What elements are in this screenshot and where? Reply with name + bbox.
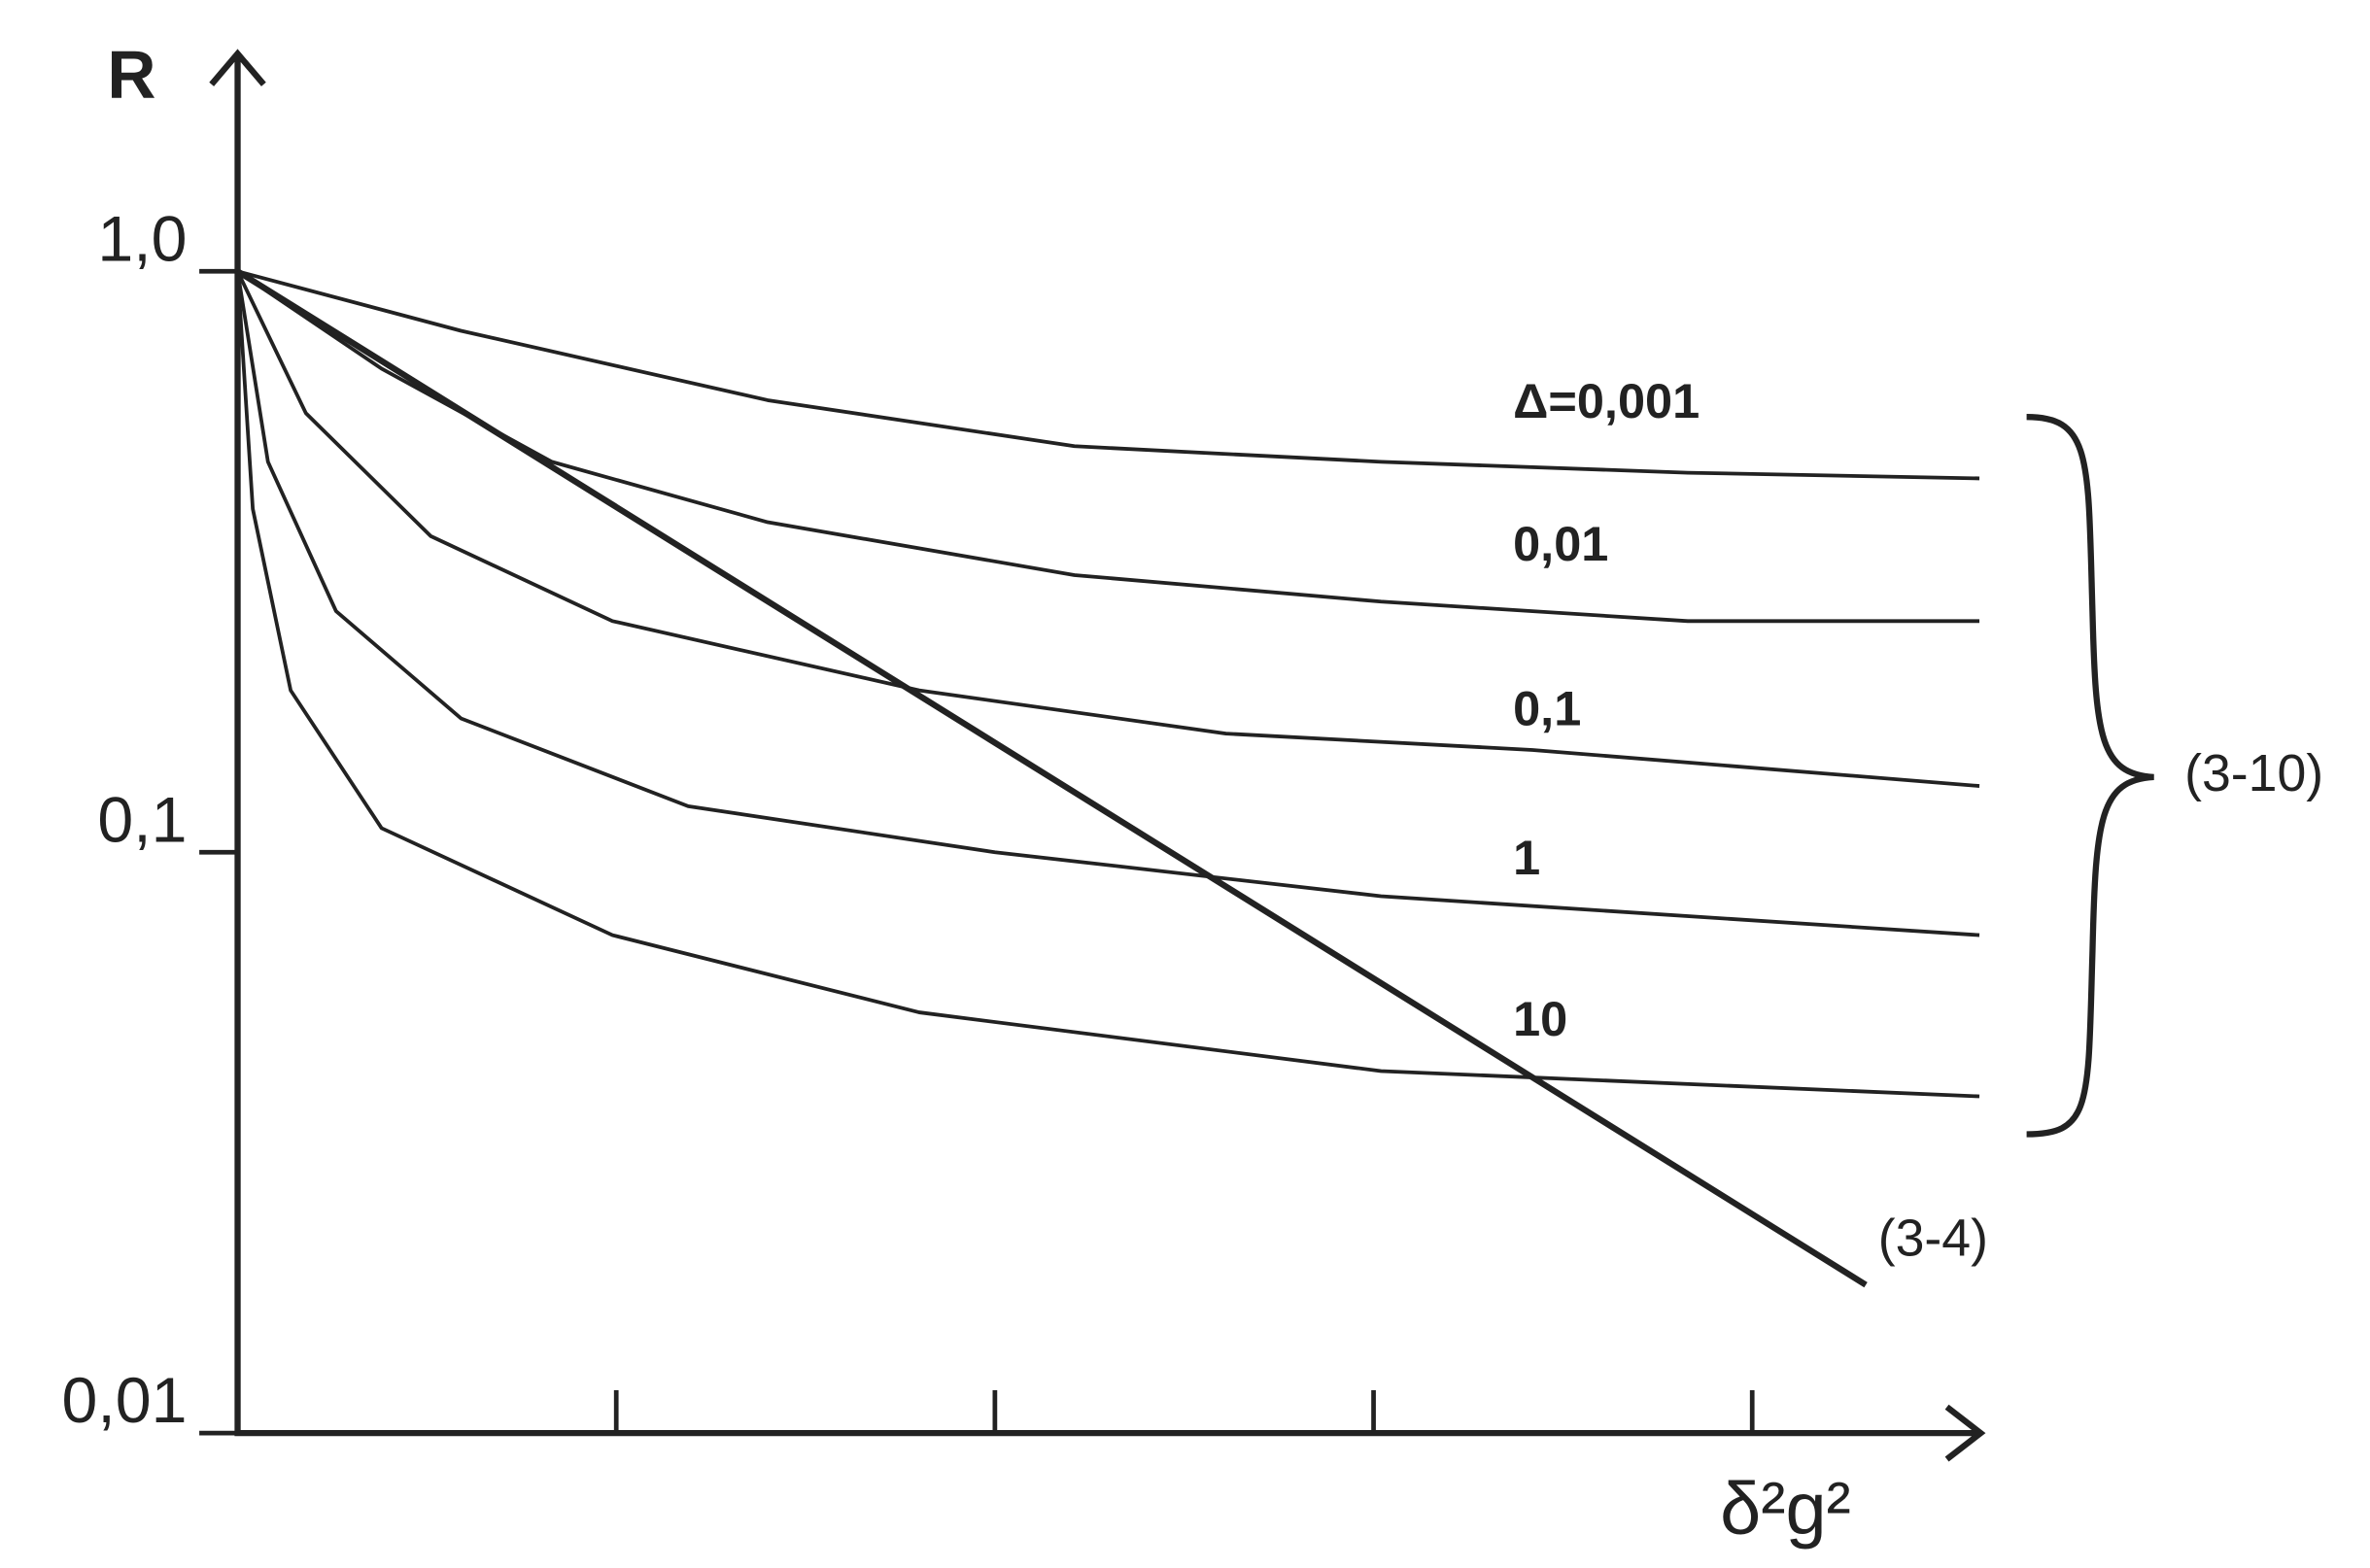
series-label: 10 [1513,991,1567,1046]
axes [209,49,1986,1462]
series-line [235,271,1980,1099]
series-line [235,270,1980,937]
y-axis-label: R [107,36,155,112]
y-tick-label: 0,1 [97,784,187,856]
series-line [235,268,1868,1288]
x-axis-label: δ²g² [1720,1468,1851,1551]
series-label: Δ=0,001 [1513,373,1700,428]
series-line [237,269,1980,481]
series-label: (3-4) [1878,1209,1988,1267]
series-line [236,269,1980,624]
series-line [235,270,1980,788]
y-tick-label: 0,01 [62,1365,188,1437]
series-label: 0,1 [1513,681,1581,736]
y-tick-label: 1,0 [97,203,187,275]
annotation: (3-10) [2184,744,2323,802]
series-label: 0,01 [1513,516,1608,571]
brace [2026,414,2154,1138]
series-label: 1 [1513,830,1540,885]
